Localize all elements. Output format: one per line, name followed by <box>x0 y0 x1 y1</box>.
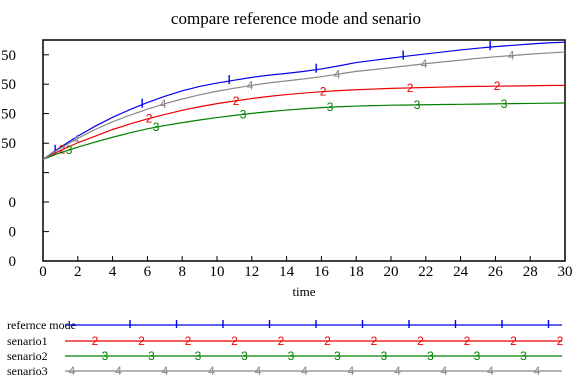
x-tick-label: 6 <box>144 264 152 280</box>
x-tick-label: 18 <box>349 264 364 280</box>
series-marker-3: 3 <box>66 143 73 157</box>
legend-marker-4: 4 <box>394 364 401 378</box>
legend-marker-2: 2 <box>371 334 378 348</box>
legend-marker-3: 3 <box>334 349 341 363</box>
x-tick-label: 0 <box>39 264 47 280</box>
legend-marker-2: 2 <box>464 334 471 348</box>
legend-marker-3: 3 <box>288 349 295 363</box>
series-line-4 <box>42 51 566 160</box>
legend-marker-4: 4 <box>301 364 308 378</box>
legend-marker-4: 4 <box>348 364 355 378</box>
legend-marker-3: 3 <box>381 349 388 363</box>
legend-marker-3: 3 <box>148 349 155 363</box>
series-line-1 <box>42 41 566 160</box>
x-tick-label: 16 <box>314 264 330 280</box>
series-marker-3: 3 <box>327 100 334 114</box>
legend-marker-4: 4 <box>441 364 448 378</box>
series-line-2 <box>42 84 566 160</box>
legend-marker-3: 3 <box>195 349 202 363</box>
series-marker-4: 4 <box>334 67 341 81</box>
x-axis-label: time <box>292 284 315 299</box>
y-tick-label: 0 <box>9 195 17 211</box>
series-marker-3: 3 <box>414 98 421 112</box>
x-tick-label: 26 <box>488 264 504 280</box>
plot-area <box>42 39 566 262</box>
legend-marker-4: 4 <box>115 364 122 378</box>
legend: refernce mode senario1 2 2 2 2 2 2 2 2 2 2 2 senario2… <box>7 318 564 378</box>
legend-marker-2: 2 <box>557 334 564 348</box>
series-marker-4: 4 <box>508 49 515 63</box>
legend-marker-2: 2 <box>231 334 238 348</box>
x-tick-label: 28 <box>523 264 538 280</box>
x-tick-label: 12 <box>244 264 259 280</box>
x-tick-label: 2 <box>74 264 82 280</box>
series-marker-4: 4 <box>247 79 254 93</box>
legend-marker-4: 4 <box>162 364 169 378</box>
x-tick-label: 24 <box>453 264 469 280</box>
y-tick-label: 0 <box>9 254 17 270</box>
x-tick-label: 8 <box>178 264 186 280</box>
series-marker-2: 2 <box>494 79 501 93</box>
legend-marker-2: 2 <box>92 334 99 348</box>
legend-marker-2: 2 <box>278 334 285 348</box>
x-tick-label: 10 <box>210 264 225 280</box>
legend-marker-3: 3 <box>241 349 248 363</box>
series-marker-2: 2 <box>407 81 414 95</box>
y-tick-label: 50 <box>1 107 16 123</box>
x-tick-label: 20 <box>384 264 399 280</box>
legend-marker-4: 4 <box>208 364 215 378</box>
legend-marker-3: 3 <box>427 349 434 363</box>
legend-marker-3: 3 <box>520 349 527 363</box>
series-marker-3: 3 <box>153 120 160 134</box>
legend-marker-4: 4 <box>255 364 262 378</box>
series-marker-3: 3 <box>501 97 508 111</box>
series-marker-2: 2 <box>59 143 66 157</box>
legend-label-2: senario1 <box>7 334 48 348</box>
series-marker-2: 2 <box>233 94 240 108</box>
series-marker-4: 4 <box>73 132 80 146</box>
legend-marker-3: 3 <box>102 349 109 363</box>
legend-marker-2: 2 <box>138 334 145 348</box>
legend-marker-2: 2 <box>324 334 331 348</box>
x-tick-label: 30 <box>558 264 573 280</box>
legend-label-1: refernce mode <box>7 318 76 332</box>
y-axis: 50 50 50 50 0 0 0 <box>1 48 49 270</box>
x-tick-label: 4 <box>109 264 117 280</box>
legend-marker-4: 4 <box>487 364 494 378</box>
legend-marker-2: 2 <box>185 334 192 348</box>
series-marker-4: 4 <box>421 57 428 71</box>
x-axis: 0 2 4 6 8 10 12 14 16 18 20 22 24 26 28 30 <box>39 256 573 280</box>
y-tick-label: 50 <box>1 77 16 93</box>
legend-label-4: senario3 <box>7 364 48 378</box>
series-marker-2: 2 <box>320 85 327 99</box>
series-line-3 <box>42 102 566 160</box>
legend-marker-2: 2 <box>417 334 424 348</box>
series-marker-4: 4 <box>160 97 167 111</box>
x-tick-label: 22 <box>418 264 433 280</box>
legend-marker-2: 2 <box>510 334 517 348</box>
legend-label-3: senario2 <box>7 349 48 363</box>
legend-marker-4: 4 <box>69 364 76 378</box>
chart-title: compare reference mode and senario <box>171 9 421 28</box>
y-tick-label: 50 <box>1 136 16 152</box>
legend-marker-3: 3 <box>474 349 481 363</box>
legend-marker-4: 4 <box>534 364 541 378</box>
series-marker-2: 2 <box>146 111 153 125</box>
x-tick-label: 14 <box>279 264 295 280</box>
series-marker-3: 3 <box>240 107 247 121</box>
y-tick-label: 0 <box>9 225 17 241</box>
y-tick-label: 50 <box>1 48 16 64</box>
